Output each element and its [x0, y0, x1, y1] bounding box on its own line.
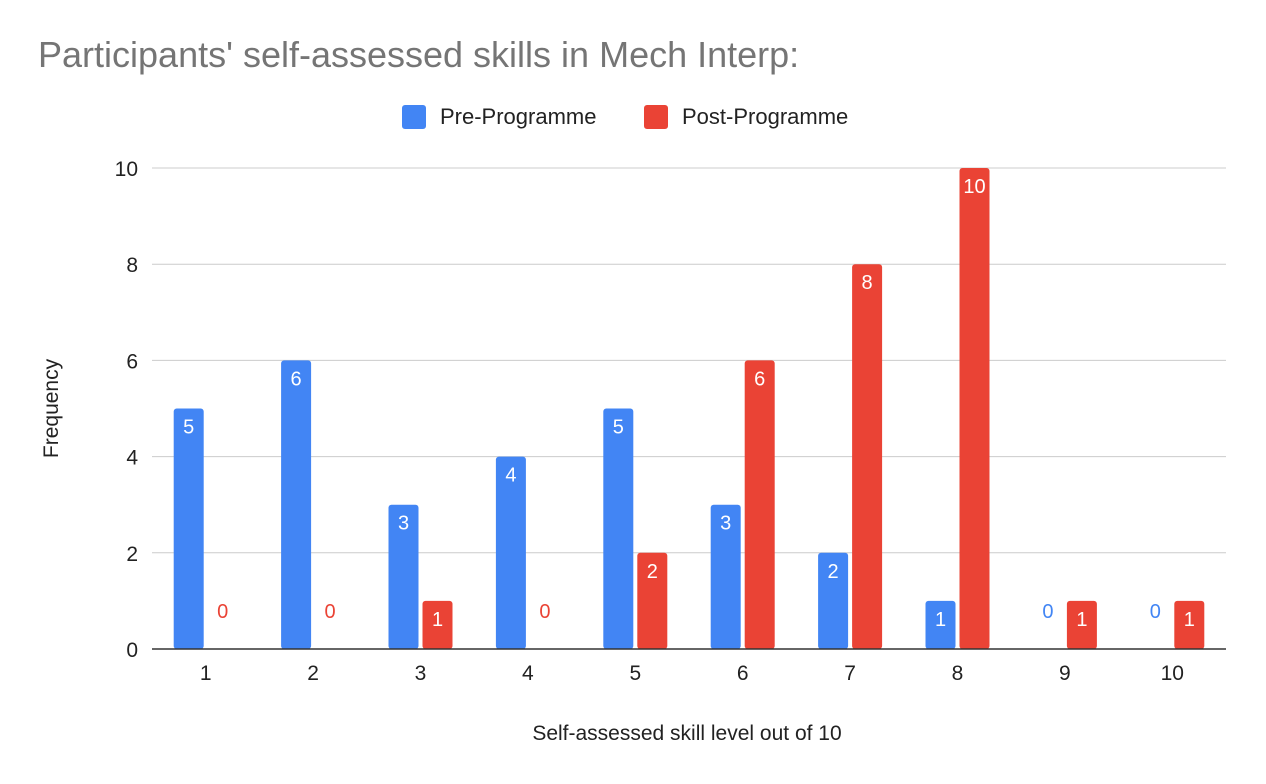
- bar-post: [422, 600, 453, 649]
- bar-pre: [495, 456, 526, 649]
- x-tick-label: 6: [737, 662, 749, 685]
- data-label-post: 0: [539, 601, 550, 623]
- data-label-pre: 3: [398, 513, 409, 535]
- bar-pre: [603, 408, 634, 649]
- data-label-post: 6: [754, 368, 765, 390]
- data-label-pre: 2: [828, 561, 839, 583]
- x-axis-title: Self-assessed skill level out of 10: [532, 722, 841, 745]
- x-tick-label: 8: [952, 662, 964, 685]
- data-label-pre: 1: [935, 609, 946, 631]
- y-tick-label: 6: [126, 350, 138, 373]
- data-label-pre: 6: [291, 368, 302, 390]
- bar-post: [959, 168, 990, 649]
- data-label-pre: 5: [613, 417, 624, 439]
- data-label-pre: 0: [1150, 601, 1161, 623]
- data-label-pre: 4: [505, 465, 516, 487]
- x-tick-label: 5: [629, 662, 641, 685]
- bar-pre: [925, 600, 956, 649]
- legend-label-pre: Pre-Programme: [440, 104, 597, 129]
- data-label-pre: 3: [720, 513, 731, 535]
- data-label-post: 10: [963, 176, 985, 198]
- x-tick-label: 7: [844, 662, 856, 685]
- x-tick-label: 2: [307, 662, 319, 685]
- legend-swatch-post-icon: [644, 105, 668, 129]
- x-tick-label: 3: [415, 662, 427, 685]
- bar-post: [637, 552, 668, 649]
- data-label-post: 1: [432, 609, 443, 631]
- bar-post: [744, 360, 775, 649]
- data-label-post: 0: [217, 601, 228, 623]
- bar-pre: [388, 504, 419, 649]
- data-label-post: 1: [1076, 609, 1087, 631]
- data-label-pre: 5: [183, 417, 194, 439]
- legend-label-post: Post-Programme: [682, 104, 849, 129]
- y-tick-label: 10: [115, 158, 138, 181]
- chart-title: Participants' self-assessed skills in Me…: [38, 34, 800, 75]
- y-tick-label: 2: [126, 543, 138, 566]
- y-tick-label: 8: [126, 254, 138, 277]
- data-label-post: 0: [325, 601, 336, 623]
- legend-item-pre-programme: Pre-Programme: [402, 104, 596, 130]
- x-tick-label: 10: [1161, 662, 1184, 685]
- data-label-post: 8: [862, 272, 873, 294]
- bar-pre: [818, 552, 849, 649]
- x-tick-label: 1: [200, 662, 212, 685]
- y-axis-title: Frequency: [40, 358, 63, 458]
- bar-pre: [710, 504, 741, 649]
- bar-pre: [173, 408, 204, 649]
- data-label-post: 1: [1184, 609, 1195, 631]
- legend-swatch-pre-icon: [402, 105, 426, 129]
- x-tick-label: 4: [522, 662, 534, 685]
- data-label-pre: 0: [1042, 601, 1053, 623]
- y-tick-label: 4: [126, 447, 138, 470]
- x-tick-label: 9: [1059, 662, 1071, 685]
- bar-post: [1066, 600, 1097, 649]
- bar-pre: [281, 360, 312, 649]
- bar-post: [852, 264, 883, 649]
- data-label-post: 2: [647, 561, 658, 583]
- legend-item-post-programme: Post-Programme: [644, 104, 848, 130]
- bar-post: [1174, 600, 1205, 649]
- y-tick-label: 0: [126, 639, 138, 662]
